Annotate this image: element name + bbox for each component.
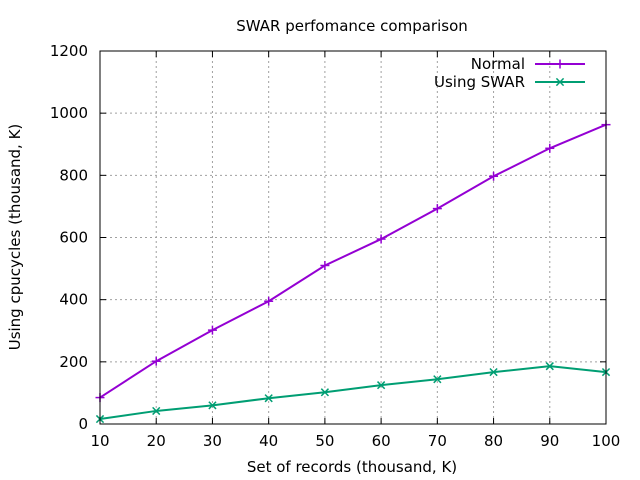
x-tick-label: 60 <box>372 432 391 450</box>
y-tick-label: 600 <box>59 229 88 247</box>
data-point <box>376 381 386 390</box>
series-layer <box>95 120 611 424</box>
y-tick-label: 0 <box>78 415 88 433</box>
legend-item: Normal <box>471 55 585 73</box>
y-tick-label: 400 <box>59 291 88 309</box>
data-point <box>489 367 498 377</box>
data-point <box>151 356 161 366</box>
data-point <box>264 394 273 403</box>
data-point <box>545 362 554 371</box>
x-tick-label: 30 <box>203 432 222 450</box>
y-axis-label: Using cpucycles (thousand, K) <box>6 124 24 351</box>
x-tick-label: 10 <box>90 432 109 450</box>
series-using-swar <box>95 362 611 424</box>
y-tick-label: 800 <box>59 166 88 184</box>
y-tick-label: 200 <box>59 353 88 371</box>
data-point <box>555 59 565 69</box>
data-point <box>320 260 330 270</box>
x-tick-label: 70 <box>428 432 447 450</box>
series-line <box>99 365 607 421</box>
data-point <box>555 77 565 87</box>
x-tick-label: 50 <box>315 432 334 450</box>
data-point <box>152 406 161 416</box>
ticks: 10 20 30 40 50 60 70 80 90 1000200400600800100012… <box>50 42 621 450</box>
chart-title: SWAR perfomance comparison <box>236 17 468 35</box>
x-tick-label: 20 <box>147 432 166 450</box>
data-point <box>207 325 217 335</box>
x-tick-label: 80 <box>484 432 503 450</box>
data-point <box>264 296 274 306</box>
x-tick-label: 40 <box>259 432 278 450</box>
data-point <box>208 401 217 410</box>
series-line <box>99 123 607 399</box>
legend-label: Normal <box>471 55 525 73</box>
y-tick-label: 1200 <box>50 42 88 60</box>
x-tick-label: 100 <box>592 432 621 450</box>
grid <box>100 51 606 424</box>
data-point <box>432 204 442 214</box>
data-point <box>545 143 555 153</box>
series-normal <box>95 120 611 403</box>
legend-item: Using SWAR <box>434 73 585 91</box>
y-tick-label: 1000 <box>50 104 88 122</box>
data-point <box>433 375 442 384</box>
x-tick-label: 90 <box>540 432 559 450</box>
data-point <box>376 234 386 244</box>
data-point <box>320 388 330 397</box>
legend-label: Using SWAR <box>434 73 525 91</box>
x-axis-label: Set of records (thousand, K) <box>247 458 457 476</box>
data-point <box>489 171 499 181</box>
